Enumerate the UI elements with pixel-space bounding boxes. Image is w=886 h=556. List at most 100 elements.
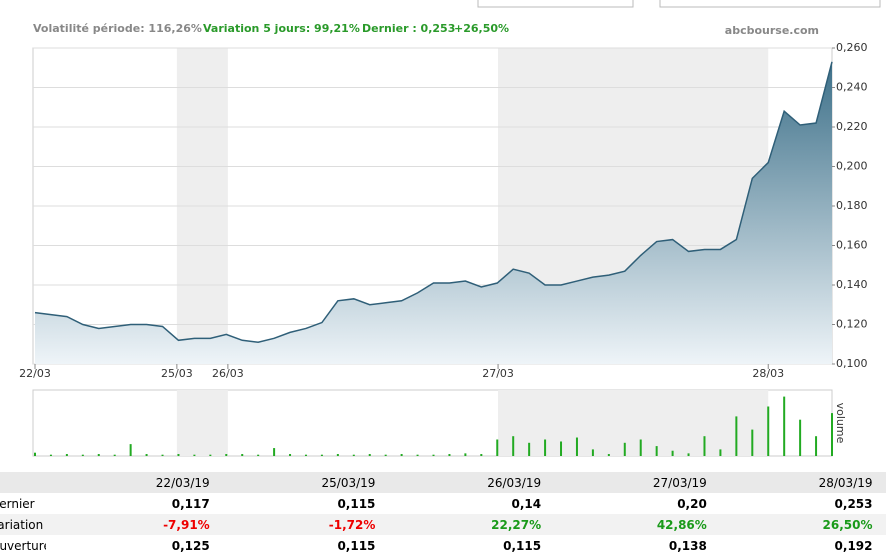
volume-bar <box>368 454 371 456</box>
volume-bar <box>336 454 339 456</box>
volume-bar <box>177 454 180 456</box>
y-tick-label: 0,240 <box>836 81 868 94</box>
cell: 22/03/19 <box>46 472 212 493</box>
y-tick-label: 0,260 <box>836 41 868 54</box>
area-fill <box>35 61 832 364</box>
volume-bar <box>448 454 451 456</box>
cell: 28/03/19 <box>708 472 875 493</box>
volume-bar <box>129 444 132 456</box>
volume-bar <box>783 396 786 456</box>
cell: 0,115 <box>503 538 542 553</box>
cell: 0,20 <box>677 496 707 511</box>
volume-bar <box>113 454 116 456</box>
volume-bar <box>81 454 84 456</box>
y-tick-label: 0,120 <box>836 318 868 331</box>
volume-bar <box>161 454 164 456</box>
volume-bar <box>49 454 52 456</box>
volume-bar <box>544 439 547 456</box>
volatility: Volatilité période: 116,26% <box>33 22 202 35</box>
row: Variation-7,91%-1,72%22,27%42,86%26,50% <box>0 514 886 535</box>
cell: Variation <box>0 514 46 535</box>
volume-bar <box>257 454 260 456</box>
cell: 25/03/19 <box>211 472 378 493</box>
volume-bar <box>799 419 802 456</box>
volume-bar <box>241 454 244 456</box>
volume-bar <box>273 448 276 456</box>
x-tick-label: 22/03 <box>19 367 51 380</box>
cell: 0,125 <box>171 538 210 553</box>
header-row: 22/03/19 25/03/19 26/03/19 27/03/19 28/03/19 <box>0 472 886 493</box>
cell: 0,115 <box>337 538 376 553</box>
volume-bar <box>655 446 658 456</box>
volume-bar <box>735 416 738 456</box>
volume-bar <box>432 454 435 456</box>
shade <box>176 390 228 456</box>
source: abcbourse.com <box>725 24 819 37</box>
volume-bar <box>815 436 818 456</box>
cell: 0,14 <box>511 496 542 511</box>
data-table: 22/03/19 25/03/19 26/03/19 27/03/19 28/03/19… <box>0 472 886 556</box>
cell: 26/03/19 <box>377 472 544 493</box>
cell: 26,50% <box>708 514 875 535</box>
cell: 0,115 <box>337 496 376 511</box>
volume-bar <box>320 454 323 456</box>
x-tick-label: 26/03 <box>212 367 244 380</box>
volume-bar <box>480 454 483 456</box>
volume-bar <box>831 413 833 456</box>
volume-bar <box>400 454 403 456</box>
volume-bar <box>607 454 610 456</box>
cell: 0,117 <box>171 496 210 511</box>
row: Ouverture 0,125 0,115 0,115 0,138 0,192 <box>0 535 886 556</box>
volume-bar <box>384 454 387 456</box>
variation: Variation 5 jours: 99,21% <box>203 22 360 35</box>
cell: 22,27% <box>377 514 544 535</box>
cell <box>875 493 886 514</box>
input-box[interactable] <box>659 0 881 8</box>
volume-bar <box>575 437 578 456</box>
volume-bar <box>671 450 674 456</box>
x-tick-label: 27/03 <box>482 367 514 380</box>
volume-bar <box>304 454 307 456</box>
cell: -7,91% <box>46 514 212 535</box>
y-tick-label: 0,100 <box>836 357 868 370</box>
row: Dernier 0,117 0,115 0,14 0,20 0,253 <box>0 493 886 514</box>
volume-bar <box>703 436 706 456</box>
volume-bar <box>751 429 754 456</box>
volume-bar <box>687 453 690 456</box>
volume-bar <box>209 454 212 456</box>
input-box[interactable] <box>477 0 634 8</box>
volume-bar <box>352 454 355 456</box>
volume-bar <box>512 436 515 456</box>
cell: 0,253 <box>834 496 873 511</box>
volume-bar <box>591 449 594 456</box>
y-tick-label: 0,220 <box>836 120 868 133</box>
cell: Dernier <box>0 496 35 511</box>
x-tick-label: 25/03 <box>161 367 193 380</box>
volume-bar <box>528 442 531 456</box>
volume-bar <box>225 454 228 456</box>
cell <box>875 535 886 556</box>
volume-bar <box>97 454 100 456</box>
cell: 0,192 <box>834 538 873 553</box>
volume-bar <box>560 441 563 456</box>
change: +26,50% <box>454 22 509 35</box>
last-price: Dernier : 0,253 <box>362 22 455 35</box>
volume-bar <box>623 442 626 456</box>
volume-bar <box>289 454 292 456</box>
y-tick-label: 0,140 <box>836 278 868 291</box>
cell: -1,72% <box>211 514 378 535</box>
cell <box>874 472 886 493</box>
volume-bar <box>416 454 419 456</box>
volume-bar <box>145 454 148 456</box>
volume-bar <box>767 406 770 456</box>
volume-bar <box>719 449 722 456</box>
cell <box>874 514 886 535</box>
cell: Ouverture <box>0 538 46 553</box>
cell: 0,138 <box>668 538 707 553</box>
volume-bar <box>34 452 36 456</box>
price-line <box>34 61 833 344</box>
volume-label: volume <box>834 403 847 444</box>
cell <box>0 472 46 493</box>
volume-bar <box>193 454 196 456</box>
